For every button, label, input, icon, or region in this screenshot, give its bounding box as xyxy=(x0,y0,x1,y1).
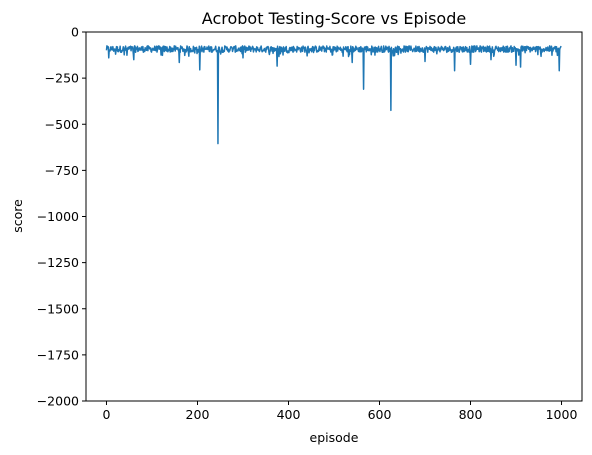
y-tick-label: −250 xyxy=(45,71,79,86)
y-tick-label: −1500 xyxy=(37,301,79,316)
y-tick-label: −1000 xyxy=(37,209,79,224)
series-line xyxy=(105,45,562,145)
x-tick-label: 200 xyxy=(186,407,210,422)
y-axis-label: score xyxy=(10,199,25,233)
x-tick-label: 600 xyxy=(368,407,392,422)
x-tick-label: 0 xyxy=(103,407,111,422)
y-tick-label: −500 xyxy=(45,117,79,132)
y-tick-label: −1750 xyxy=(37,347,79,362)
chart-title: Acrobot Testing-Score vs Episode xyxy=(202,9,466,28)
y-tick-label: −750 xyxy=(45,163,79,178)
plot-frame xyxy=(85,31,583,402)
x-tick-label: 400 xyxy=(277,407,301,422)
y-tick-label: 0 xyxy=(71,25,79,40)
x-tick-label: 1000 xyxy=(546,407,578,422)
y-tick-label: −1250 xyxy=(37,255,79,270)
x-axis-label: episode xyxy=(310,430,359,445)
y-tick-label: −2000 xyxy=(37,394,79,409)
x-tick-label: 800 xyxy=(459,407,483,422)
y-axis: 0 −250 −500 −750 −1000 −1250 −1500 −1750 −2000 xyxy=(37,25,86,409)
plot-area xyxy=(85,31,583,402)
x-axis: 0 200 400 600 800 1000 xyxy=(103,401,578,422)
